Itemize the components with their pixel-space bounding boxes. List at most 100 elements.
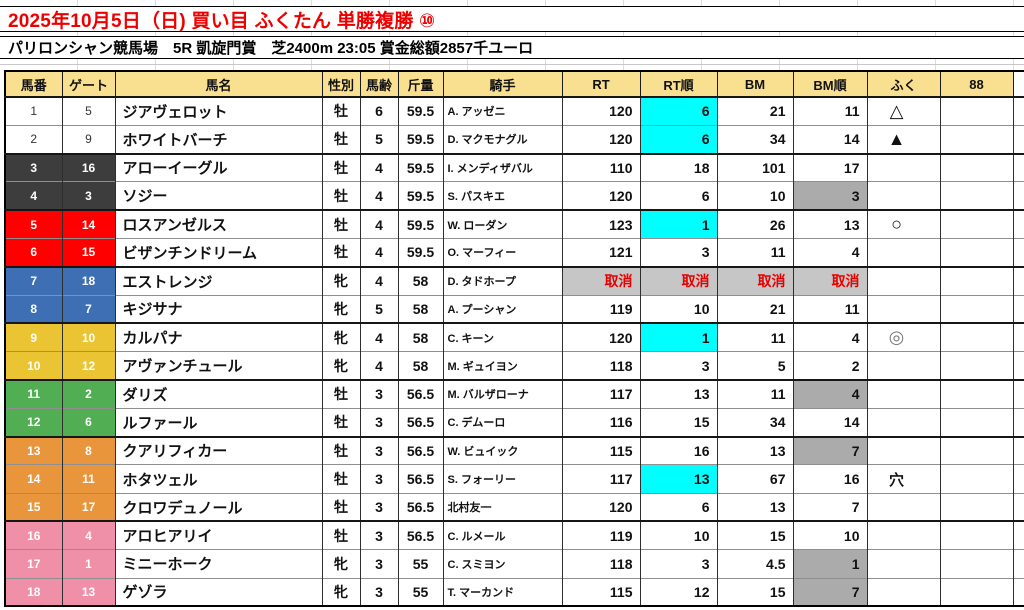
race-info: パリロンシャン競馬場 5R 凱旋門賞 芝2400m 23:05 賞金総額2857… [8, 40, 534, 57]
horse-name-cell: クアリフィカー [114, 435, 323, 465]
weight-cell: 56.5 [397, 520, 444, 550]
bm-rank-cell: 13 [792, 209, 868, 239]
gate-number-cell: 2 [61, 378, 116, 409]
edge-sliver-cell [1012, 152, 1024, 182]
bm-rank-cell: 4 [792, 237, 868, 267]
age-cell: 5 [359, 124, 399, 154]
weight-cell: 56.5 [397, 492, 444, 522]
fuku-mark-cell: ▲ [866, 124, 941, 154]
weight-cell: 56.5 [397, 464, 444, 494]
age-cell: 6 [359, 95, 399, 126]
rt-rank-cell: 13 [639, 464, 718, 494]
bm-cell: 34 [716, 124, 794, 154]
rt-cell: 115 [561, 435, 641, 465]
table-row: 17 1 ミニーホーク牝 3 55 C. スミヨン 118 3 4.5 1 [4, 549, 1024, 579]
gap-strip [0, 32, 1024, 36]
gate-number-cell: 18 [61, 265, 116, 296]
edge-sliver-cell [1012, 520, 1024, 550]
horse-number-cell: 5 [4, 209, 63, 239]
table-row: 2 9 ホワイトバーチ牡 5 59.5 D. マクモナグル 120 6 34 14 ▲ [4, 124, 1024, 154]
col-88-cell [939, 520, 1014, 550]
edge-sliver-cell [1012, 549, 1024, 579]
bm-cell: 11 [716, 237, 794, 267]
rt-rank-cell: 1 [639, 322, 718, 352]
gate-number-cell: 14 [61, 209, 116, 239]
title-bar: 2025年10月5日（日) 買い目 ふくたん 単勝複勝 ⑩ [0, 6, 1024, 32]
column-header-rt: RT [561, 70, 641, 98]
edge-sliver-cell [1012, 464, 1024, 494]
rt-rank-cell: 3 [639, 549, 718, 579]
sex-cell: 牡 [321, 492, 361, 522]
bm-rank-cell: 14 [792, 407, 868, 437]
age-cell: 3 [359, 577, 399, 608]
rt-rank-cell: 3 [639, 351, 718, 380]
bm-rank-cell: 11 [792, 294, 868, 324]
weight-cell: 58 [397, 351, 444, 380]
col-88-cell [939, 549, 1014, 579]
sex-cell: 牡 [321, 407, 361, 437]
fuku-mark-cell [866, 520, 941, 550]
horse-number-cell: 18 [4, 577, 63, 608]
jockey-cell: M. ギュイヨン [442, 351, 563, 380]
age-cell: 3 [359, 520, 399, 550]
horse-name-cell: ビザンチンドリーム [114, 237, 323, 267]
fuku-mark-cell [866, 181, 941, 211]
sex-cell: 牡 [321, 237, 361, 267]
weight-cell: 59.5 [397, 181, 444, 211]
sex-cell: 牡 [321, 181, 361, 211]
fuku-mark-cell [866, 492, 941, 522]
horse-name-cell: ゲゾラ [114, 577, 323, 608]
jockey-cell: T. マーカンド [442, 577, 563, 608]
rt-rank-cell: 3 [639, 237, 718, 267]
gate-number-cell: 15 [61, 237, 116, 267]
gate-number-cell: 9 [61, 124, 116, 154]
bm-rank-cell: 17 [792, 152, 868, 182]
col-88-cell [939, 152, 1014, 182]
column-header-weight: 斤量 [397, 70, 444, 98]
edge-sliver-cell [1012, 124, 1024, 154]
rt-cell: 117 [561, 464, 641, 494]
column-header-sex: 性別 [321, 70, 361, 98]
jockey-cell: C. ルメール [442, 520, 563, 550]
rt-rank-cell: 10 [639, 294, 718, 324]
table-row: 5 14 ロスアンゼルス牡 4 59.5 W. ローダン 123 1 26 13 ○ [4, 209, 1024, 239]
rt-cell: 115 [561, 577, 641, 608]
rt-cell: 118 [561, 351, 641, 380]
bm-cell: 21 [716, 95, 794, 126]
sex-cell: 牡 [321, 124, 361, 154]
weight-cell: 56.5 [397, 407, 444, 437]
horse-name-cell: ダリズ [114, 378, 323, 409]
table-row: 13 8 クアリフィカー牡 3 56.5 W. ビュイック 115 16 13 7 [4, 435, 1024, 465]
bm-cell: 10 [716, 181, 794, 211]
weight-cell: 59.5 [397, 95, 444, 126]
col-88-cell [939, 294, 1014, 324]
bm-cell: 11 [716, 322, 794, 352]
horse-number-cell: 11 [4, 378, 63, 409]
col-88-cell [939, 492, 1014, 522]
age-cell: 4 [359, 322, 399, 352]
edge-sliver-cell [1012, 492, 1024, 522]
rt-cell: 120 [561, 492, 641, 522]
bm-rank-cell: 取消 [792, 265, 868, 296]
rt-cell: 110 [561, 152, 641, 182]
rt-rank-cell: 6 [639, 181, 718, 211]
fuku-mark-cell [866, 152, 941, 182]
bm-rank-cell: 11 [792, 95, 868, 126]
jockey-cell: D. タドホープ [442, 265, 563, 296]
rt-cell: 取消 [561, 265, 641, 296]
rt-rank-cell: 10 [639, 520, 718, 550]
horse-name-cell: エストレンジ [114, 265, 323, 296]
gate-number-cell: 1 [61, 549, 116, 579]
col-88-cell [939, 435, 1014, 465]
column-header-fuku: ふく [866, 70, 941, 98]
fuku-mark-cell [866, 294, 941, 324]
rt-rank-cell: 6 [639, 95, 718, 126]
weight-cell: 59.5 [397, 152, 444, 182]
table-row: 6 15 ビザンチンドリーム牡 4 59.5 O. マーフィー 121 3 11 4 [4, 237, 1024, 267]
table-row: 4 3 ソジー牡 4 59.5 S. パスキエ 120 6 10 3 [4, 181, 1024, 211]
horse-number-cell: 14 [4, 464, 63, 494]
bm-rank-cell: 4 [792, 378, 868, 409]
bm-cell: 13 [716, 435, 794, 465]
fuku-mark-cell [866, 435, 941, 465]
bm-cell: 101 [716, 152, 794, 182]
